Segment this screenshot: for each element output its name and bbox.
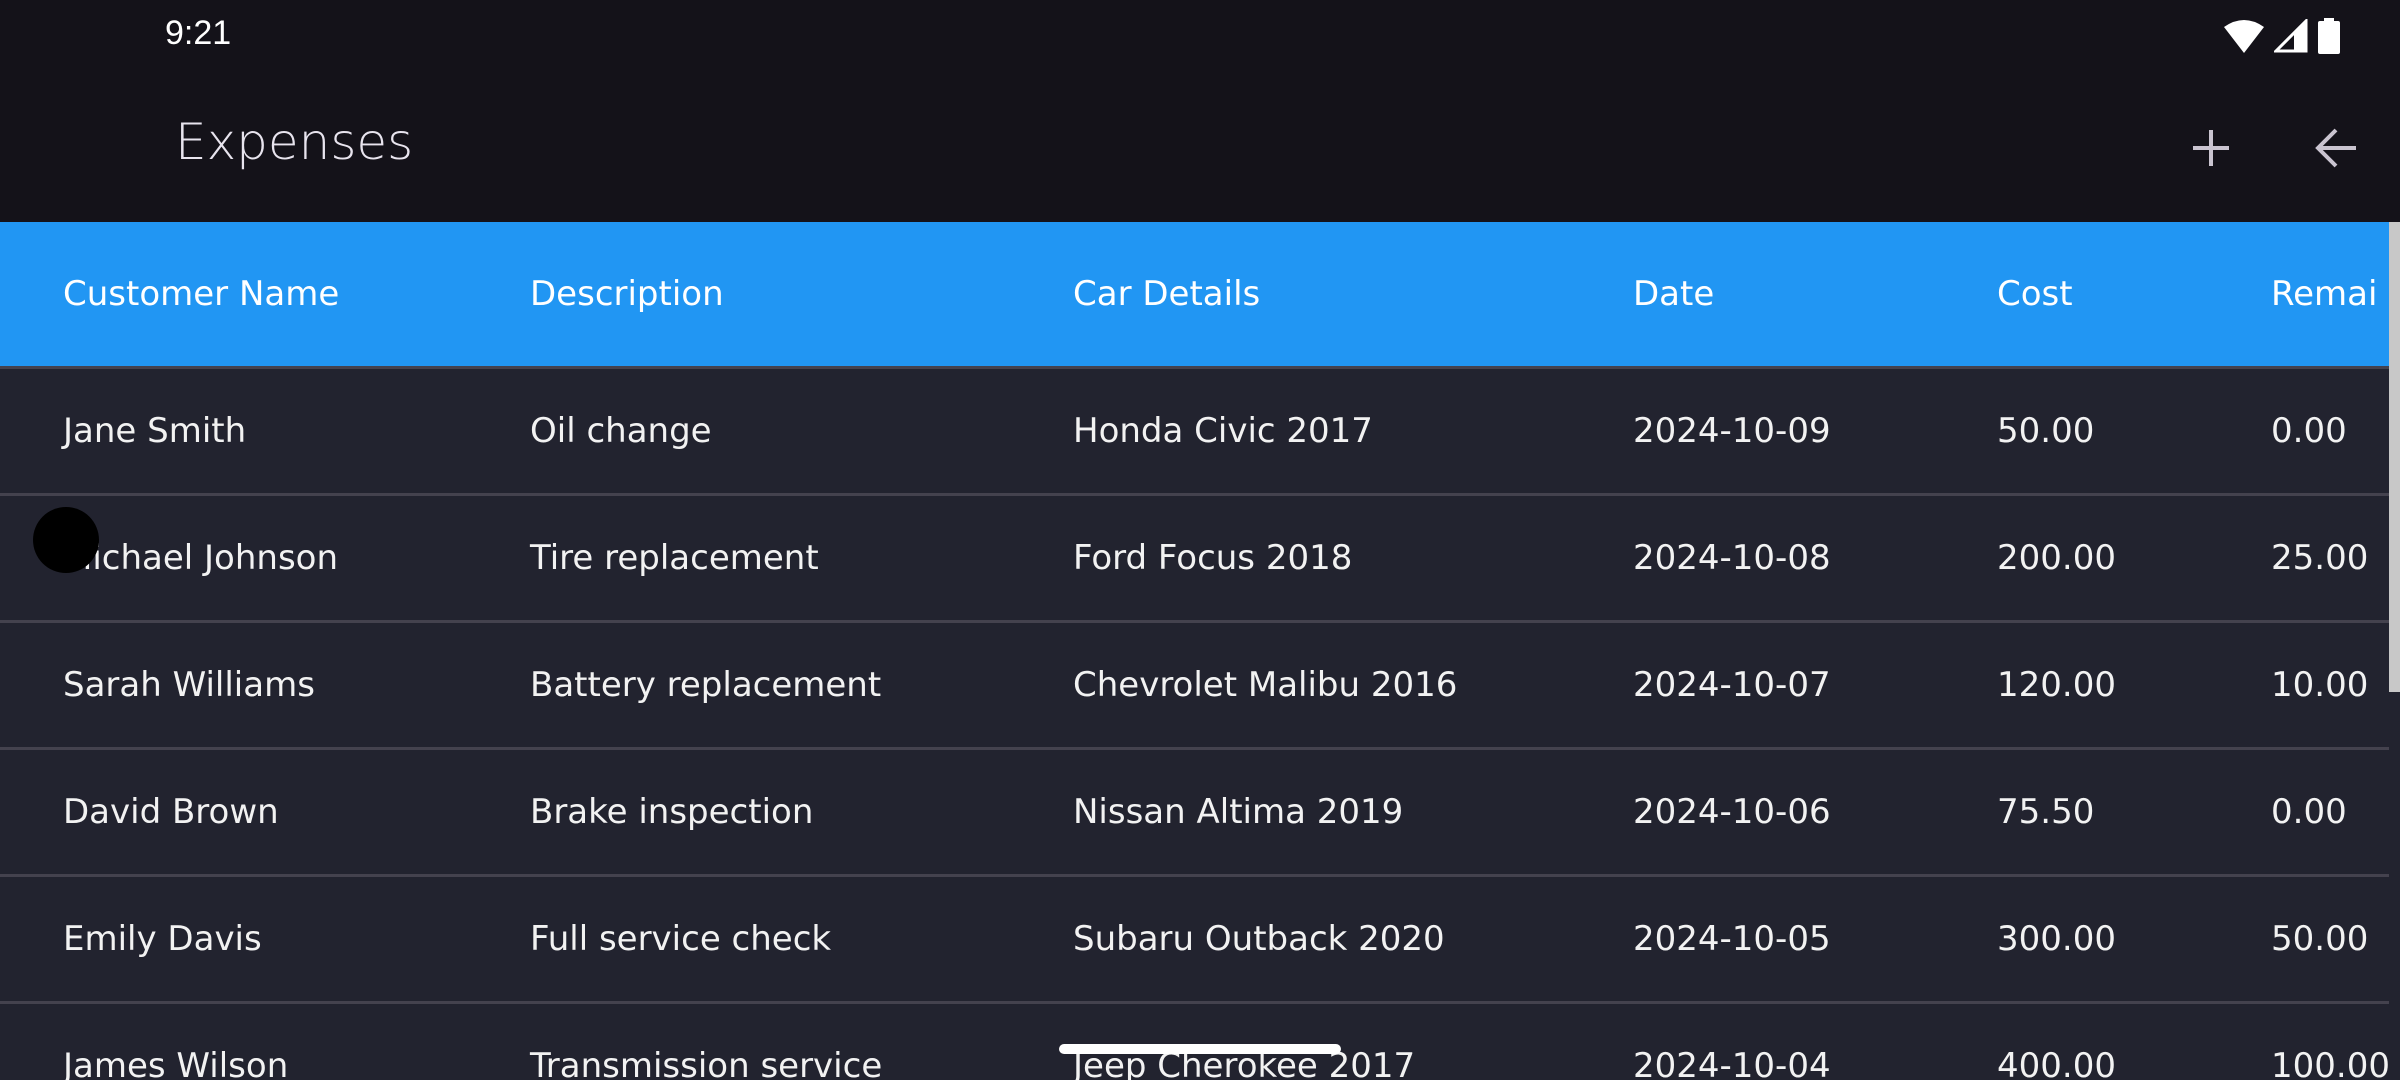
table-cell: Battery replacement bbox=[530, 665, 882, 705]
table-cell: James Wilson bbox=[63, 1046, 289, 1080]
table-cell: 0.00 bbox=[2271, 411, 2347, 451]
column-header[interactable]: Cost bbox=[1997, 274, 2073, 314]
table-cell: 100.00 bbox=[2271, 1046, 2389, 1080]
table-row[interactable]: Sarah Williams Battery replacement Chevrol… bbox=[0, 623, 2389, 750]
table-cell: Honda Civic 2017 bbox=[1073, 411, 1373, 451]
table-cell: 2024-10-07 bbox=[1633, 665, 1831, 705]
table-cell: Tire replacement bbox=[530, 538, 819, 578]
table-cell: 2024-10-08 bbox=[1633, 538, 1831, 578]
table-cell: Oil change bbox=[530, 411, 712, 451]
back-button[interactable] bbox=[2303, 115, 2369, 181]
column-header[interactable]: Remai bbox=[2271, 274, 2378, 314]
table-cell: Subaru Outback 2020 bbox=[1073, 919, 1445, 959]
table-cell: 400.00 bbox=[1997, 1046, 2116, 1080]
table-cell: Transmission service bbox=[530, 1046, 883, 1080]
table-cell: 75.50 bbox=[1997, 792, 2095, 832]
back-arrow-icon bbox=[2315, 128, 2356, 168]
table-cell: Sarah Williams bbox=[63, 665, 315, 705]
table-cell: Ford Focus 2018 bbox=[1073, 538, 1353, 578]
app-bar: Expenses bbox=[0, 75, 2400, 222]
table-cell: Jeep Cherokee 2017 bbox=[1073, 1046, 1416, 1080]
status-bar: 9:21 bbox=[0, 0, 2400, 75]
table-cell: Emily Davis bbox=[63, 919, 262, 959]
table-header-row: Customer Name Description Car Details Date C… bbox=[0, 222, 2389, 369]
page-title: Expenses bbox=[175, 113, 414, 171]
table-row[interactable]: Michael Johnson Tire replacement Ford Focu… bbox=[0, 496, 2389, 623]
table-cell: 200.00 bbox=[1997, 538, 2116, 578]
battery-icon bbox=[2318, 18, 2340, 54]
table-cell: 50.00 bbox=[1997, 411, 2095, 451]
table-cell: Jane Smith bbox=[63, 411, 247, 451]
table-cell: Chevrolet Malibu 2016 bbox=[1073, 665, 1458, 705]
table-cell: 300.00 bbox=[1997, 919, 2116, 959]
table-cell: 50.00 bbox=[2271, 919, 2369, 959]
wifi-icon bbox=[2224, 20, 2264, 53]
table-row[interactable]: Emily Davis Full service check Subaru Outb… bbox=[0, 877, 2389, 1004]
table-cell: 2024-10-05 bbox=[1633, 919, 1831, 959]
expenses-table: Customer Name Description Car Details Date C… bbox=[0, 222, 2389, 1080]
column-header[interactable]: Description bbox=[530, 274, 724, 314]
table-cell: 25.00 bbox=[2271, 538, 2369, 578]
table-row[interactable]: Jane Smith Oil change Honda Civic 2017 2024… bbox=[0, 369, 2389, 496]
column-header[interactable]: Date bbox=[1633, 274, 1715, 314]
touch-indicator bbox=[33, 507, 99, 573]
table-cell: 0.00 bbox=[2271, 792, 2347, 832]
table-cell: 2024-10-09 bbox=[1633, 411, 1831, 451]
home-indicator[interactable] bbox=[1059, 1044, 1341, 1054]
table-cell: Michael Johnson bbox=[63, 538, 339, 578]
status-time: 9:21 bbox=[165, 14, 232, 52]
add-button[interactable] bbox=[2178, 115, 2244, 181]
table-cell: Full service check bbox=[530, 919, 832, 959]
table-cell: Brake inspection bbox=[530, 792, 814, 832]
table-row[interactable]: David Brown Brake inspection Nissan Altima… bbox=[0, 750, 2389, 877]
column-header[interactable]: Customer Name bbox=[63, 274, 340, 314]
table-cell: David Brown bbox=[63, 792, 279, 832]
column-header[interactable]: Car Details bbox=[1073, 274, 1261, 314]
table-cell: Nissan Altima 2019 bbox=[1073, 792, 1404, 832]
table-cell: 120.00 bbox=[1997, 665, 2116, 705]
add-icon bbox=[2193, 130, 2229, 166]
scrollbar-thumb[interactable] bbox=[2389, 222, 2400, 692]
cell-signal-icon bbox=[2274, 19, 2308, 53]
table-cell: 2024-10-06 bbox=[1633, 792, 1831, 832]
table-cell: 2024-10-04 bbox=[1633, 1046, 1831, 1080]
table-row[interactable]: James Wilson Transmission service Jeep Che… bbox=[0, 1004, 2389, 1080]
table-cell: 10.00 bbox=[2271, 665, 2369, 705]
